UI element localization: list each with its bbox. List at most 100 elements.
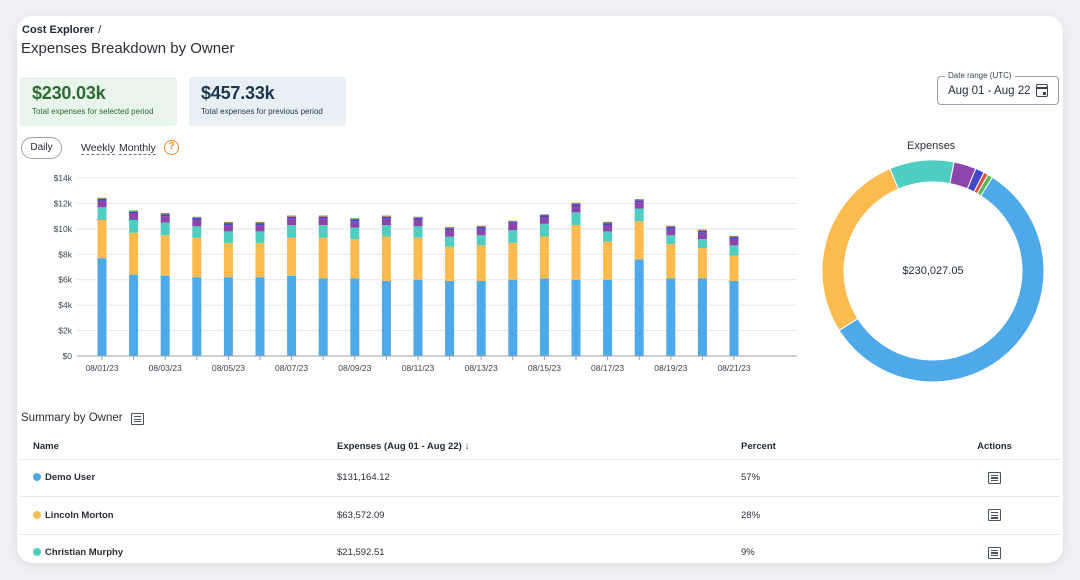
bar-segment[interactable] [192,216,202,218]
daily-button[interactable]: Daily [21,137,62,159]
bar-segment[interactable] [255,222,265,224]
bar-segment[interactable] [634,208,644,222]
bar-segment[interactable] [287,225,297,238]
bar-segment[interactable] [476,245,486,281]
bar-segment[interactable] [666,226,676,227]
bar-segment[interactable] [97,200,107,208]
bar-segment[interactable] [413,279,423,356]
bar-segment[interactable] [697,239,707,248]
bar-segment[interactable] [255,223,265,226]
bar-segment[interactable] [666,278,676,356]
bar-segment[interactable] [508,223,518,231]
bar-segment[interactable] [160,212,170,214]
bar-segment[interactable] [539,223,549,237]
bar-segment[interactable] [287,216,297,217]
bar-segment[interactable] [603,223,613,226]
bar-segment[interactable] [729,236,739,238]
bar-segment[interactable] [129,219,139,233]
bar-segment[interactable] [508,220,518,222]
bar-segment[interactable] [697,230,707,231]
bar-segment[interactable] [129,232,139,275]
donut-slice[interactable] [838,176,1045,383]
bar-segment[interactable] [287,237,297,276]
bar-segment[interactable] [223,222,233,224]
bar-segment[interactable] [634,259,644,356]
bar-segment[interactable] [223,221,233,223]
bar-segment[interactable] [192,217,202,219]
bar-segment[interactable] [160,214,170,217]
bar-segment[interactable] [192,237,202,278]
bar-segment[interactable] [350,218,360,220]
bar-segment[interactable] [318,216,328,217]
bar-segment[interactable] [729,255,739,281]
bar-segment[interactable] [445,226,455,228]
bar-segment[interactable] [571,225,581,280]
bar-segment[interactable] [634,199,644,201]
bar-segment[interactable] [97,219,107,259]
bar-segment[interactable] [381,225,391,237]
bar-segment[interactable] [729,239,739,246]
bar-segment[interactable] [287,216,297,219]
details-icon[interactable] [988,509,1001,522]
col-percent[interactable]: Percent [729,435,929,460]
monthly-link[interactable]: Monthly [119,142,156,155]
bar-segment[interactable] [603,222,613,224]
bar-segment[interactable] [381,216,391,217]
bar-segment[interactable] [603,231,613,242]
bar-segment[interactable] [666,226,676,229]
bar-segment[interactable] [539,236,549,279]
bar-segment[interactable] [223,225,233,232]
bar-segment[interactable] [476,225,486,227]
bar-segment[interactable] [350,239,360,279]
bar-segment[interactable] [350,221,360,228]
bar-segment[interactable] [381,280,391,356]
bar-segment[interactable] [381,215,391,217]
bar-segment[interactable] [571,212,581,226]
bar-segment[interactable] [634,198,644,200]
bar-segment[interactable] [223,223,233,226]
bar-segment[interactable] [318,237,328,279]
bar-segment[interactable] [445,280,455,356]
bar-segment[interactable] [539,217,549,224]
bar-segment[interactable] [192,219,202,227]
bar-segment[interactable] [318,215,328,217]
bar-segment[interactable] [729,280,739,356]
bar-segment[interactable] [287,215,297,217]
bar-segment[interactable] [539,278,549,356]
bar-segment[interactable] [476,228,486,236]
bar-segment[interactable] [129,213,139,220]
bar-segment[interactable] [413,217,423,219]
bar-segment[interactable] [634,202,644,209]
bar-segment[interactable] [697,247,707,279]
bar-segment[interactable] [571,204,581,206]
bar-segment[interactable] [729,235,739,237]
bar-segment[interactable] [508,242,518,280]
bar-segment[interactable] [729,237,739,240]
bar-segment[interactable] [129,274,139,356]
bar-segment[interactable] [223,277,233,356]
bar-segment[interactable] [413,216,423,218]
col-name[interactable]: Name [21,435,325,460]
bar-segment[interactable] [634,200,644,203]
bar-segment[interactable] [697,229,707,231]
bar-segment[interactable] [508,279,518,356]
bar-segment[interactable] [603,225,613,232]
bar-segment[interactable] [697,278,707,356]
bar-segment[interactable] [350,218,360,219]
bar-segment[interactable] [571,203,581,205]
bar-segment[interactable] [255,221,265,223]
bar-segment[interactable] [129,211,139,212]
bar-segment[interactable] [508,221,518,224]
bar-segment[interactable] [160,275,170,356]
bar-segment[interactable] [476,226,486,227]
bar-segment[interactable] [697,232,707,240]
bar-segment[interactable] [381,236,391,281]
breadcrumb-cost-explorer[interactable]: Cost Explorer [22,24,95,36]
bar-segment[interactable] [192,218,202,220]
bar-segment[interactable] [129,210,139,212]
bar-segment[interactable] [97,258,107,356]
bar-segment[interactable] [445,227,455,229]
bar-segment[interactable] [445,228,455,231]
bar-segment[interactable] [539,214,549,215]
bar-segment[interactable] [603,279,613,356]
